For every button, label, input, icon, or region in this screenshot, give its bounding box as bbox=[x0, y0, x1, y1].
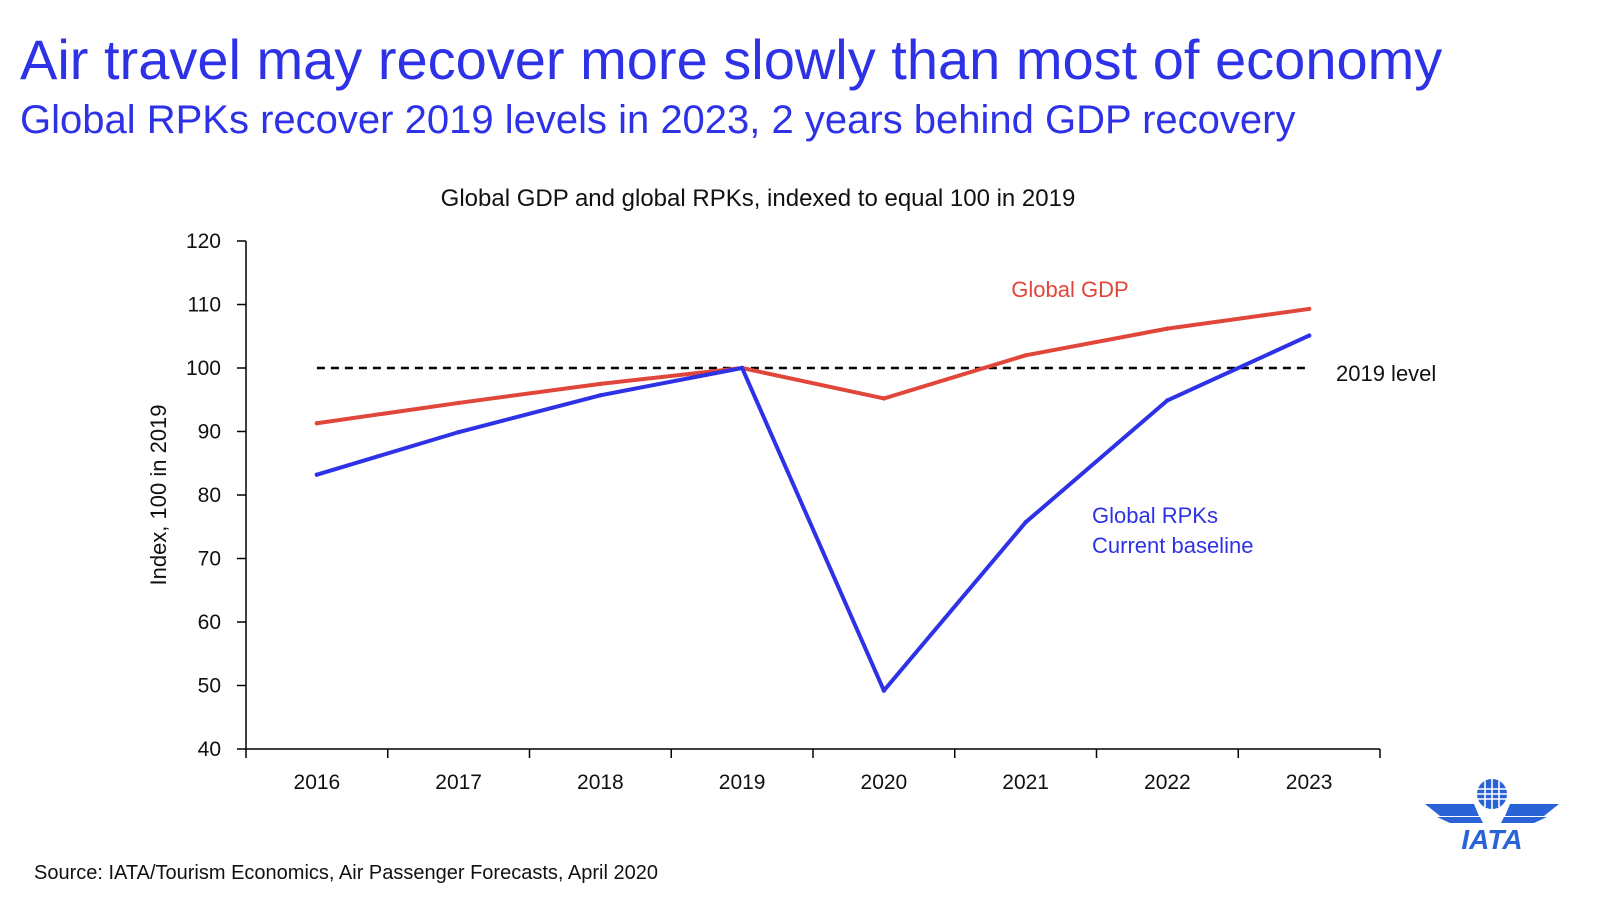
gdp-point bbox=[1023, 353, 1028, 358]
gdp-point bbox=[598, 381, 603, 387]
y-tick-label: 70 bbox=[198, 548, 221, 571]
x-tick-label: 2018 bbox=[577, 771, 624, 794]
gdp-point bbox=[1306, 306, 1312, 312]
rpk-point bbox=[1306, 333, 1312, 338]
logo-text: IATA bbox=[1461, 824, 1522, 852]
gdp-point bbox=[1165, 326, 1170, 331]
gdp-point bbox=[456, 400, 461, 406]
x-tick-label: 2017 bbox=[435, 771, 482, 794]
y-tick-label: 60 bbox=[198, 611, 221, 634]
x-tick-label: 2021 bbox=[1002, 771, 1049, 794]
y-tick-label: 40 bbox=[198, 738, 221, 761]
rpk-point bbox=[1023, 520, 1028, 525]
iata-logo: IATA bbox=[1425, 779, 1559, 852]
y-tick-label: 90 bbox=[198, 421, 221, 444]
rpk-point bbox=[456, 429, 461, 435]
reference-line-label: 2019 level bbox=[1336, 361, 1436, 386]
y-axis-label: Index, 100 in 2019 bbox=[146, 404, 171, 585]
y-tick-label: 110 bbox=[188, 294, 221, 317]
x-tick-label: 2023 bbox=[1286, 771, 1333, 794]
x-tick-label: 2016 bbox=[294, 771, 341, 794]
series-line-rpk bbox=[314, 333, 1312, 693]
chart-title: Global GDP and global RPKs, indexed to e… bbox=[441, 185, 1076, 212]
x-tick-label: 2019 bbox=[719, 771, 766, 794]
globe-icon bbox=[1477, 779, 1507, 809]
series-label-rpk-baseline: Current baseline bbox=[1092, 533, 1253, 558]
source-note: Source: IATA/Tourism Economics, Air Pass… bbox=[34, 862, 658, 884]
gdp-point bbox=[314, 421, 320, 426]
page-title: Air travel may recover more slowly than … bbox=[20, 28, 1443, 91]
y-tick-label: 100 bbox=[186, 357, 221, 380]
y-tick-label: 80 bbox=[198, 484, 221, 507]
y-tick-label: 50 bbox=[198, 675, 221, 698]
rpk-point bbox=[739, 365, 745, 371]
x-tick-label: 2020 bbox=[861, 771, 908, 794]
y-tick-label: 120 bbox=[186, 230, 221, 253]
series-label-rpk: Global RPKs bbox=[1092, 503, 1218, 528]
gdp-point bbox=[881, 396, 887, 401]
rpk-point bbox=[1165, 398, 1170, 403]
rpk-point bbox=[314, 472, 320, 477]
page-subtitle: Global RPKs recover 2019 levels in 2023,… bbox=[20, 98, 1296, 142]
rpk-point bbox=[881, 688, 887, 693]
right-wing-icon bbox=[1501, 804, 1559, 823]
series-label-gdp: Global GDP bbox=[1011, 277, 1128, 302]
left-wing-icon bbox=[1425, 804, 1483, 823]
rpk-point bbox=[598, 393, 603, 398]
series-line-gdp bbox=[314, 306, 1312, 426]
x-tick-label: 2022 bbox=[1144, 771, 1191, 794]
